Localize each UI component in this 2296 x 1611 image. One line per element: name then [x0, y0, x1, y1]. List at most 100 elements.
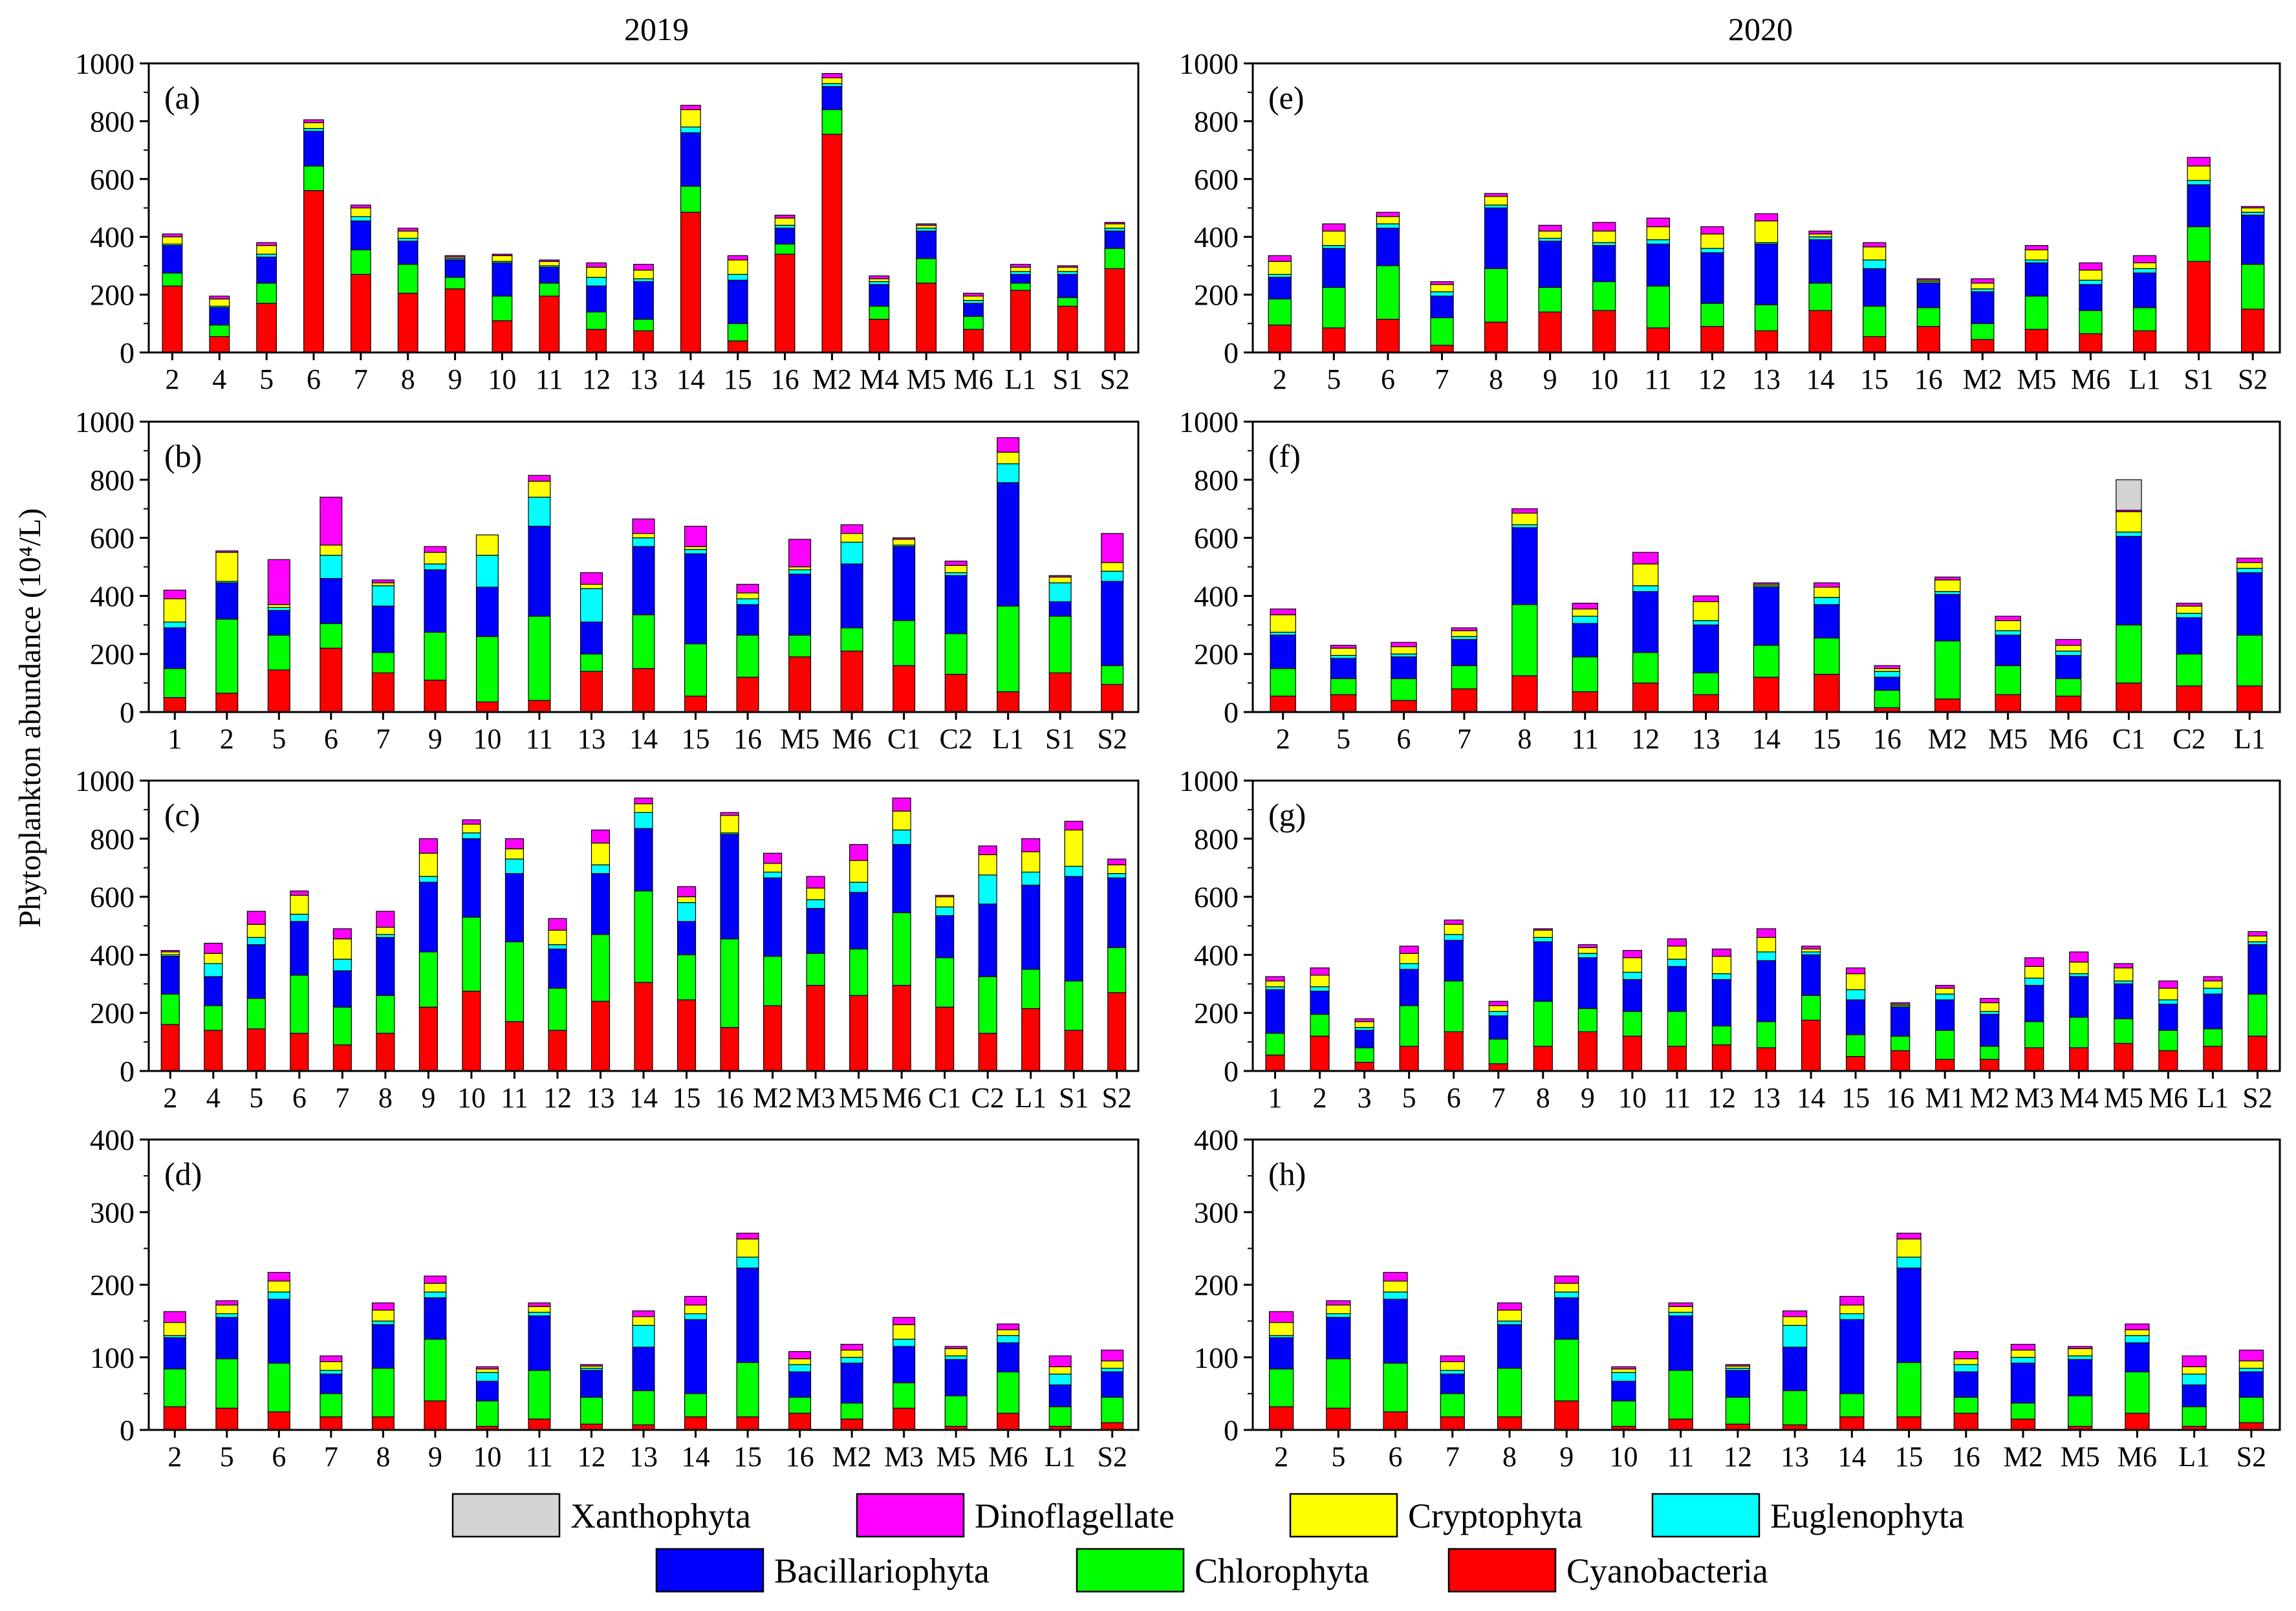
y-tick-label: 400	[90, 579, 135, 612]
y-tick-label: 200	[90, 279, 135, 312]
bar-segment-chlorophyta-m5	[944, 1395, 968, 1427]
bar-segment-bacillariophyta-2	[1268, 1337, 1294, 1370]
bar-segment-bacillariophyta-m6	[892, 844, 911, 913]
bar-segment-cryptophyta-m6	[963, 296, 984, 301]
bar-segment-bacillariophyta-15	[677, 921, 697, 956]
bar-segment-euglenophyta-8	[1511, 524, 1538, 528]
bar-segment-euglenophyta-l1	[2236, 568, 2263, 574]
bar-segment-bacillariophyta-m6	[2055, 654, 2082, 679]
bar-segment-chlorophyta-2	[163, 1368, 186, 1407]
bar-segment-euglenophyta-13	[633, 278, 654, 283]
bar-segment-cryptophyta-11	[1572, 609, 1598, 617]
bar-segment-chlorophyta-2	[1268, 1368, 1294, 1407]
column-title-2019: 2019	[624, 11, 689, 47]
bar-segment-cyanobacteria-16	[1953, 1412, 1978, 1431]
bar-segment-dinoflagellate-16	[720, 812, 739, 816]
bar-segment-cyanobacteria-6	[290, 1033, 309, 1072]
bar-segment-cyanobacteria-l1	[2203, 1046, 2223, 1072]
bar-segment-dinoflagellate-13	[1782, 1310, 1808, 1317]
bar-segment-cryptophyta-15	[677, 896, 697, 903]
bar-segment-euglenophyta-6	[303, 127, 324, 132]
bar-segment-chlorophyta-4	[204, 1005, 223, 1031]
bar-segment-cryptophyta-14	[1801, 948, 1821, 953]
bar-segment-euglenophyta-s2	[1107, 873, 1127, 879]
bar-segment-cryptophyta-m2	[763, 863, 783, 873]
bar-segment-chlorophyta-12	[1632, 652, 1659, 684]
x-tick-label: 15	[724, 363, 752, 395]
x-tick-label: 5	[1402, 1082, 1416, 1114]
bar-segment-cyanobacteria-10	[492, 320, 513, 353]
bar-segment-cryptophyta-6	[319, 545, 343, 556]
x-tick-label: M3	[2015, 1082, 2054, 1114]
bar-segment-bacillariophyta-m6	[2158, 1004, 2178, 1031]
bar-segment-euglenophyta-m6	[2125, 1335, 2150, 1343]
x-tick-label: 11	[1663, 1082, 1691, 1114]
bar-segment-cryptophyta-m3	[2024, 966, 2044, 978]
bar-segment-bacillariophyta-13	[590, 873, 611, 935]
bar-segment-euglenophyta-9	[1577, 953, 1597, 958]
x-tick-label: S2	[1101, 1082, 1131, 1114]
x-tick-label: 8	[401, 363, 415, 395]
bar-segment-cryptophyta-m2	[2010, 1349, 2036, 1358]
bar-segment-bacillariophyta-11	[539, 266, 560, 284]
bar-segment-chlorophyta-s2	[1104, 248, 1125, 269]
bar-segment-chlorophyta-7	[1430, 317, 1454, 346]
bar-segment-euglenophyta-5	[1326, 1313, 1351, 1318]
bar-segment-cryptophyta-6	[1444, 924, 1464, 935]
x-tick-label: 12	[1698, 363, 1726, 395]
y-tick-label: 200	[90, 997, 135, 1030]
bar-segment-cryptophyta-12	[1711, 956, 1732, 975]
bar-segment-chlorophyta-11	[528, 616, 551, 701]
bar-segment-chlorophyta-12	[1711, 1025, 1732, 1046]
x-tick-label: M4	[860, 363, 899, 395]
x-tick-label: 4	[206, 1082, 221, 1114]
bar-segment-euglenophyta-c1	[2116, 532, 2142, 537]
plot-frame	[147, 420, 1140, 713]
bar-segment-euglenophyta-m6	[840, 541, 863, 565]
bar-segment-euglenophyta-15	[727, 274, 748, 281]
bar-segment-euglenophyta-m3	[893, 1339, 916, 1347]
bar-segment-dinoflagellate-m3	[2024, 957, 2044, 967]
bar-segment-chlorophyta-12	[586, 311, 607, 330]
bar-segment-dinoflagellate-s1	[1048, 575, 1072, 578]
bar-segment-dinoflagellate-c2	[944, 560, 968, 566]
bar-segment-dinoflagellate-14	[1839, 1295, 1865, 1306]
bar-segment-dinoflagellate-5	[267, 559, 290, 605]
y-tick-label: 1000	[75, 764, 135, 797]
bar-segment-chlorophyta-12	[1700, 303, 1724, 327]
bar-segment-bacillariophyta-2	[1310, 990, 1330, 1015]
bar-segment-cyanobacteria-c1	[935, 1006, 955, 1072]
x-tick-label: M5	[1988, 723, 2028, 755]
bar-segment-cryptophyta-l1	[2182, 1366, 2207, 1375]
bar-segment-bacillariophyta-5	[1399, 969, 1419, 1006]
y-tick-label: 600	[1194, 522, 1239, 555]
bar-segment-cyanobacteria-m2	[1934, 698, 1961, 713]
bar-segment-euglenophyta-6	[290, 913, 309, 922]
plot-frame	[147, 1138, 1140, 1431]
bar-segment-dinoflagellate-6	[1383, 1271, 1408, 1282]
legend-item-dinoflagellate: Dinoflagellate	[856, 1493, 1175, 1538]
bar-segment-dinoflagellate-c2	[978, 845, 997, 856]
bar-segment-euglenophyta-14	[1801, 951, 1821, 956]
x-tick-label: 7	[354, 363, 368, 395]
x-tick-label: S1	[2183, 363, 2213, 395]
bar-segment-bacillariophyta-6	[319, 578, 343, 624]
bar-segment-dinoflagellate-2	[163, 1311, 186, 1323]
bar-segment-euglenophyta-m2	[2010, 1357, 2036, 1364]
bar-segment-dinoflagellate-16	[774, 215, 796, 219]
y-tick-label: 100	[90, 1341, 135, 1374]
bar-segment-chlorophyta-6	[267, 1363, 290, 1412]
bar-segment-dinoflagellate-s1	[2187, 157, 2211, 167]
bar-segment-dinoflagellate-10	[462, 819, 481, 825]
bar-segment-dinoflagellate-7	[319, 1355, 343, 1363]
bar-segment-cyanobacteria-m2	[821, 133, 843, 353]
bar-segment-chlorophyta-9	[424, 1339, 447, 1401]
bar-segment-euglenophyta-7	[1488, 1011, 1508, 1017]
bar-segment-bacillariophyta-c1	[935, 915, 955, 958]
bar-segment-bacillariophyta-9	[444, 259, 466, 278]
bar-segment-cyanobacteria-c1	[893, 665, 916, 713]
bar-segment-dinoflagellate-10	[1592, 222, 1616, 232]
bar-segment-bacillariophyta-m2	[840, 1363, 863, 1404]
bar-segment-bacillariophyta-15	[1896, 1268, 1922, 1363]
bar-segment-euglenophyta-5	[256, 254, 277, 258]
